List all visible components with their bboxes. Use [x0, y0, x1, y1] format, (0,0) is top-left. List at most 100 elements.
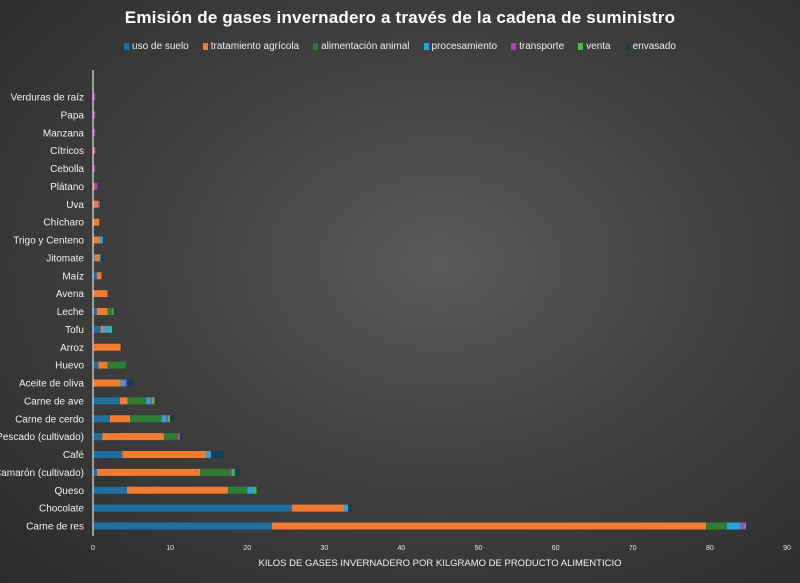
legend-item: alimentación animal: [313, 41, 410, 52]
bar-segment: [103, 236, 104, 244]
bar-segment: [93, 254, 95, 262]
x-tick-label: 50: [475, 545, 483, 552]
bar-segment: [102, 433, 164, 441]
bar-segment: [93, 182, 95, 190]
bar-segment: [93, 218, 100, 226]
category-labels: Verduras de raíz Papa Manzana Cítricos Cebol…: [0, 93, 84, 533]
bar-segment: [96, 272, 102, 280]
bar-segment: [125, 379, 127, 387]
legend-item: procesamiento: [423, 41, 497, 52]
category-label: Chocolate: [39, 504, 84, 515]
bar-segment: [94, 182, 98, 190]
category-label: Leche: [57, 307, 85, 318]
bar-segment: [98, 200, 100, 208]
bar-segment: [93, 325, 101, 333]
bar-segment: [94, 147, 96, 155]
category-label: Pescado (cultivado): [0, 432, 84, 443]
bar-segment: [180, 433, 182, 441]
category-label: Tofu: [65, 325, 84, 336]
bar-segment: [99, 254, 101, 262]
category-label: Verduras de raíz: [11, 93, 84, 104]
bar-segment: [146, 397, 151, 405]
bar-segment: [344, 504, 349, 512]
bar-segment: [348, 504, 353, 512]
bar-segment: [97, 182, 99, 190]
legend-label: transporte: [519, 41, 565, 52]
bar-segment: [291, 504, 345, 512]
legend-item: tratamiento agrícola: [202, 41, 300, 52]
bar-segment: [177, 433, 181, 441]
bar-segment: [93, 290, 108, 298]
bar-segment: [150, 397, 152, 405]
legend-item: envasado: [624, 41, 676, 52]
x-tick-label: 0: [91, 545, 95, 552]
category-label: Plátano: [50, 182, 84, 193]
category-label: Cebolla: [50, 164, 84, 175]
chart-legend: uso de suelo tratamiento agrícola alimenta…: [0, 41, 800, 52]
x-tick-label: 80: [706, 545, 714, 552]
legend-item: venta: [578, 41, 611, 52]
bar-segment: [93, 415, 110, 423]
bar-segment: [163, 433, 178, 441]
x-tick-label: 30: [320, 545, 328, 552]
x-tick-label: 90: [783, 545, 791, 552]
legend-swatch: [511, 43, 517, 50]
bar-segment: [93, 379, 121, 387]
legend-swatch: [202, 43, 208, 50]
bar-segment: [98, 361, 108, 369]
category-label: Maíz: [62, 271, 84, 282]
category-label: Camarón (cultivado): [0, 468, 84, 479]
bar-segment: [100, 254, 104, 262]
bar-segment: [200, 468, 231, 476]
bar-segment: [247, 486, 254, 494]
bar-segment: [119, 397, 128, 405]
bar-segment: [93, 147, 95, 155]
bar-segment: [93, 236, 100, 244]
bar-segment: [746, 522, 749, 530]
category-label: Queso: [55, 486, 85, 497]
legend-item: uso de suelo: [124, 41, 189, 52]
category-label: Carne de res: [26, 522, 84, 533]
legend-label: venta: [586, 41, 611, 52]
bar-segment: [99, 236, 104, 244]
category-label: Trigo y Centeno: [13, 236, 84, 247]
legend-swatch: [624, 43, 630, 50]
legend-item: transporte: [511, 41, 564, 52]
category-label: Arroz: [60, 343, 84, 354]
bar-segment: [100, 325, 104, 333]
bar-segment: [161, 415, 167, 423]
legend-label: tratamiento agrícola: [210, 41, 300, 52]
bar-segment: [231, 468, 235, 476]
bar-segment: [93, 111, 96, 119]
bar-segment: [744, 522, 747, 530]
category-label: Aceite de oliva: [19, 379, 84, 390]
bar-segment: [126, 379, 134, 387]
bar-segment: [93, 397, 120, 405]
x-tick-label: 10: [166, 545, 174, 552]
bar-segment: [253, 486, 257, 494]
bar-segment: [112, 308, 114, 315]
category-label: Huevo: [55, 361, 84, 372]
chart-title: Emisión de gases invernadero a través de…: [124, 8, 676, 27]
bar-segment: [126, 486, 228, 494]
category-label: Manzana: [43, 128, 85, 139]
bar-segment: [107, 290, 109, 298]
bar-segment: [230, 468, 232, 476]
bar-segment: [227, 486, 248, 494]
bar-segment: [206, 451, 211, 458]
bar-segment: [170, 415, 174, 423]
bar-segment: [93, 433, 103, 441]
bar-segment: [151, 397, 155, 405]
legend-label: envasado: [632, 41, 676, 52]
x-tick-label: 60: [552, 545, 560, 552]
category-label: Carne de cerdo: [15, 414, 84, 425]
bar-segment: [93, 522, 272, 530]
bar-segment: [93, 468, 97, 476]
bar-segment: [93, 129, 96, 137]
bar-segment: [103, 325, 110, 333]
bar-segment: [271, 522, 707, 530]
bar-segment: [127, 397, 147, 405]
bars-layer: [93, 93, 749, 530]
legend-label: uso de suelo: [132, 41, 189, 52]
